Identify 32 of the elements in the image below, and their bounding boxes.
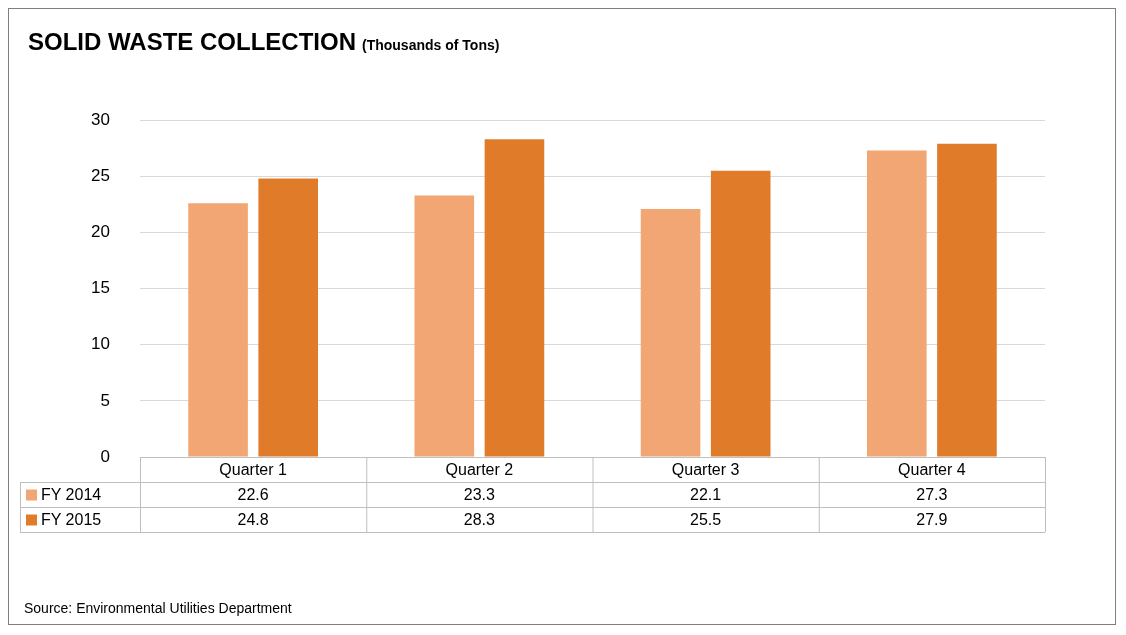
bar [867, 150, 927, 457]
data-label: 27.9 [916, 510, 948, 528]
bar [188, 203, 248, 457]
data-label: 23.3 [463, 485, 496, 503]
y-tick-label: 20 [91, 222, 110, 242]
data-label: 25.5 [690, 510, 722, 528]
data-label: 22.6 [237, 485, 269, 503]
bar [484, 139, 545, 457]
x-tick-label: Quarter 4 [898, 460, 966, 478]
bar [640, 208, 701, 457]
chart-title: SOLID WASTE COLLECTION [28, 28, 356, 55]
data-label: 22.1 [690, 485, 722, 503]
legend-label: FY 2014 [41, 485, 102, 503]
y-tick-label: 15 [91, 278, 110, 298]
y-tick-label: 0 [100, 446, 110, 466]
source-note: Source: Environmental Utilities Department [24, 600, 292, 616]
data-label: 28.3 [463, 510, 496, 528]
data-label: 24.8 [237, 510, 269, 528]
bar [258, 178, 318, 457]
legend-label: FY 2015 [41, 510, 102, 528]
x-tick-label: Quarter 2 [445, 460, 514, 478]
bar [937, 143, 997, 457]
bar [414, 195, 475, 457]
bar [710, 170, 771, 457]
x-tick-label: Quarter 1 [219, 460, 288, 478]
y-tick-label: 10 [91, 334, 110, 354]
chart-subtitle: (Thousands of Tons) [362, 37, 500, 53]
x-tick-label: Quarter 3 [671, 460, 740, 478]
data-label: 27.3 [916, 485, 948, 503]
y-tick-label: 25 [91, 166, 110, 186]
y-tick-label: 5 [100, 390, 110, 410]
y-tick-label: 30 [91, 109, 110, 129]
